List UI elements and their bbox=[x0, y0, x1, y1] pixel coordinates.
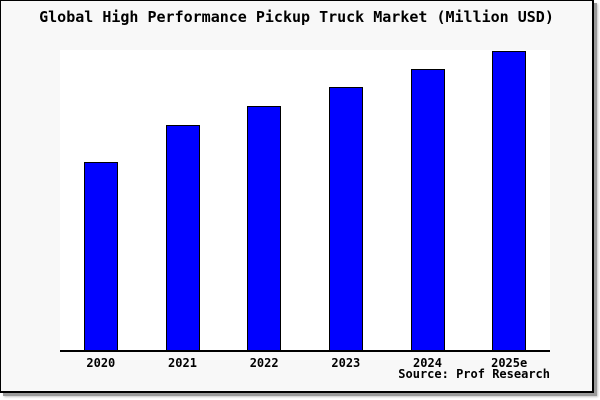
bar-2021 bbox=[165, 125, 200, 350]
x-tick-2025e: 2025e bbox=[491, 356, 528, 370]
x-tick-2023: 2023 bbox=[331, 356, 361, 370]
x-tick-2021: 2021 bbox=[168, 356, 197, 370]
bar-2023 bbox=[328, 87, 363, 350]
x-tick-2020: 2020 bbox=[86, 356, 116, 370]
plot-area bbox=[60, 50, 550, 352]
bar-2024 bbox=[410, 69, 445, 350]
chart-frame: Global High Performance Pickup Truck Mar… bbox=[0, 0, 594, 393]
source-caption: Source: Prof Research bbox=[398, 367, 550, 381]
chart-title: Global High Performance Pickup Truck Mar… bbox=[39, 8, 554, 26]
x-tick-2022: 2022 bbox=[249, 356, 279, 370]
bar-2020 bbox=[83, 162, 118, 350]
bar-2022 bbox=[247, 106, 282, 350]
x-tick-2024: 2024 bbox=[413, 356, 442, 370]
bar-2025e bbox=[492, 51, 527, 350]
